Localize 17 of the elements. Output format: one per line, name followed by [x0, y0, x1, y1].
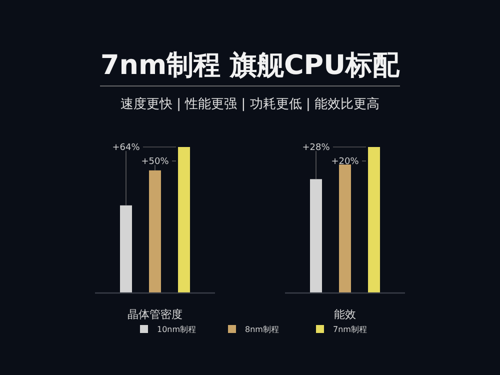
x-tick-label: 晶体管密度 [128, 308, 182, 321]
x-tick-label: 能效 [334, 308, 356, 321]
annotation: +20% [331, 157, 360, 167]
bar [310, 179, 322, 293]
bar [149, 170, 161, 293]
bar [178, 147, 190, 293]
bar [368, 147, 380, 293]
legend-label: 10nm制程 [157, 325, 196, 334]
bar [120, 205, 132, 293]
bar [339, 164, 351, 293]
annotation: +50% [141, 157, 170, 167]
chart-subtitle: 速度更快 | 性能更强 | 功耗更低 | 能效比更高 [120, 96, 380, 112]
annotation: +28% [302, 143, 330, 153]
annotation: +64% [112, 143, 140, 153]
legend-label: 8nm制程 [245, 325, 279, 334]
chart-title: 7nm制程 旗舰CPU标配 [100, 50, 401, 81]
legend-label: 7nm制程 [333, 325, 367, 334]
